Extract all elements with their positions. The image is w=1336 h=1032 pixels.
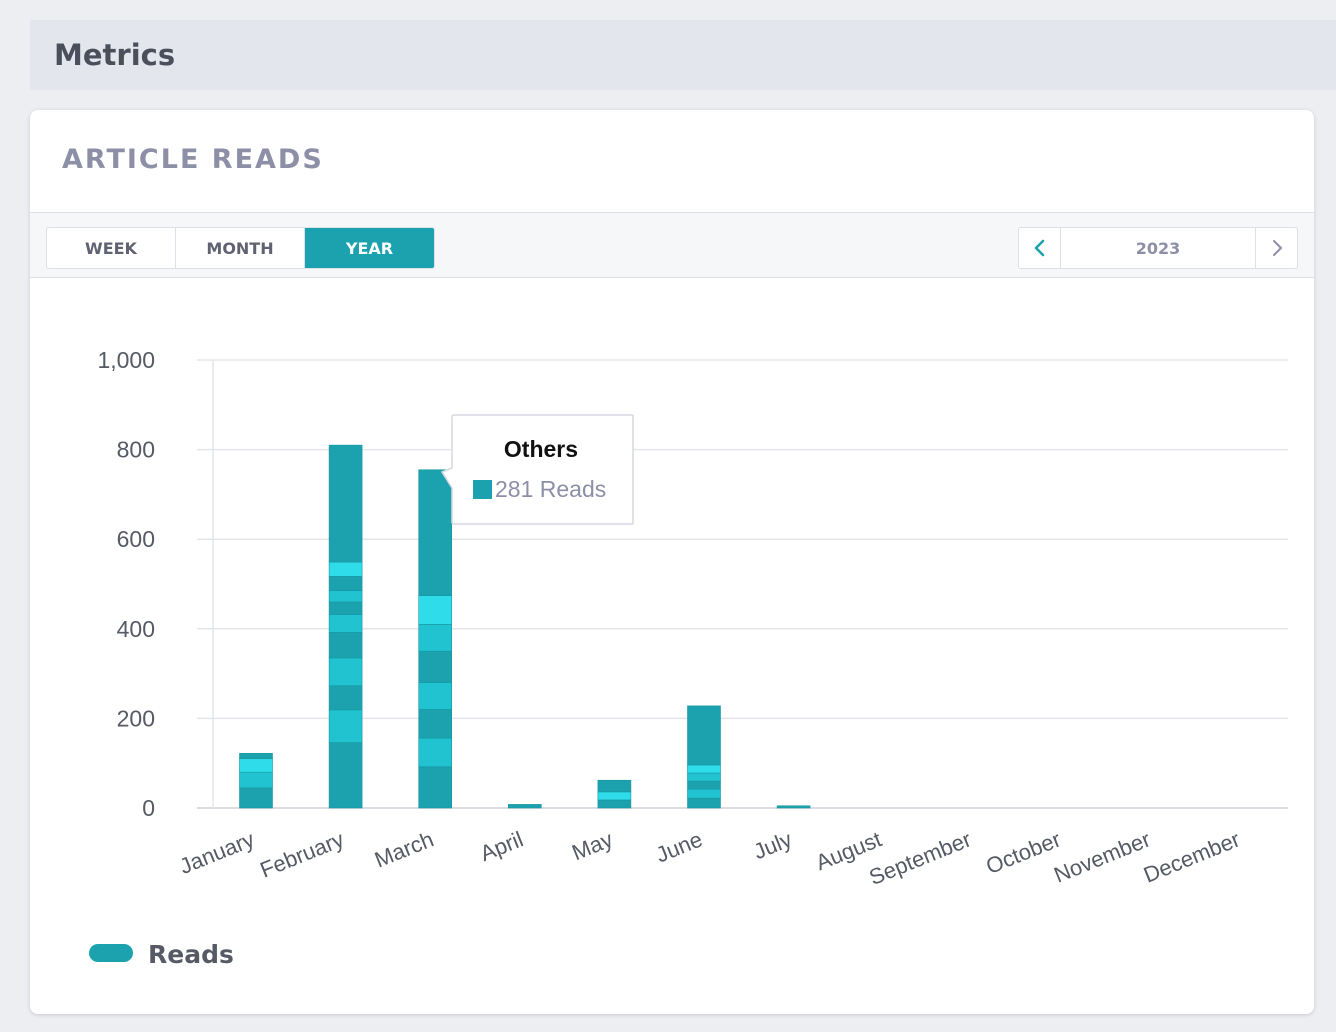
bar-segment[interactable] <box>239 753 273 760</box>
x-tick-label: December <box>1140 826 1243 887</box>
x-tick-label: May <box>568 826 616 865</box>
bar-segment[interactable] <box>418 595 453 625</box>
x-tick-label: November <box>1050 826 1153 887</box>
bar-segment[interactable] <box>418 469 453 596</box>
prev-year-button[interactable] <box>1019 228 1061 268</box>
legend-label-reads[interactable]: Reads <box>148 940 234 969</box>
bar-segment[interactable] <box>597 779 632 793</box>
bar-january[interactable] <box>239 753 273 809</box>
y-axis-ticks: 0 200 400 600 800 1,000 <box>97 347 155 821</box>
bar-segment[interactable] <box>687 764 721 774</box>
bar-segment[interactable] <box>776 805 811 809</box>
period-switcher: WEEK MONTH YEAR <box>46 227 435 269</box>
page-title: Metrics <box>54 38 176 72</box>
y-tick-label: 800 <box>117 437 155 463</box>
bar-segment[interactable] <box>597 799 632 809</box>
page-header: Metrics <box>30 20 1336 90</box>
bar-july[interactable] <box>776 805 811 809</box>
x-tick-label: February <box>256 826 347 882</box>
bar-march[interactable] <box>418 469 453 809</box>
bar-segment[interactable] <box>597 791 632 801</box>
y-tick-label: 1,000 <box>97 347 155 373</box>
y-tick-label: 0 <box>142 795 155 821</box>
chevron-right-icon <box>1272 240 1282 256</box>
bar-segment[interactable] <box>687 797 721 809</box>
bar-segment[interactable] <box>418 624 453 652</box>
x-tick-label: June <box>652 826 706 867</box>
bar-segment[interactable] <box>418 709 453 739</box>
y-tick-label: 600 <box>117 526 155 552</box>
article-reads-card: ARTICLE READS WEEK MONTH YEAR 2023 0 200 4… <box>30 110 1314 1014</box>
x-tick-label: March <box>371 826 437 872</box>
bar-segment[interactable] <box>328 590 363 603</box>
tab-month[interactable]: MONTH <box>176 228 305 268</box>
chevron-left-icon <box>1034 239 1044 257</box>
bar-segment[interactable] <box>418 766 453 809</box>
bar-segment[interactable] <box>328 685 363 711</box>
chart-tooltip: Others 281 Reads <box>440 414 634 525</box>
bar-segment[interactable] <box>239 787 273 809</box>
grid-layer <box>197 359 1288 809</box>
x-tick-label: April <box>476 826 526 866</box>
bar-segment[interactable] <box>687 788 721 799</box>
x-tick-label: October <box>982 826 1064 878</box>
bar-segment[interactable] <box>687 772 721 782</box>
year-label: 2023 <box>1135 238 1181 258</box>
bar-june[interactable] <box>687 705 721 809</box>
y-tick-label: 200 <box>117 705 155 731</box>
bar-segment[interactable] <box>328 601 363 615</box>
legend-swatch-reads[interactable] <box>89 944 133 962</box>
bar-segment[interactable] <box>418 737 453 768</box>
bar-segment[interactable] <box>328 709 363 743</box>
bar-segment[interactable] <box>328 632 363 659</box>
bar-segment[interactable] <box>687 780 721 790</box>
card-title: ARTICLE READS <box>62 144 324 175</box>
bar-segment[interactable] <box>328 742 363 809</box>
bar-segment[interactable] <box>418 650 453 683</box>
legend: Reads <box>89 940 234 969</box>
bar-segment[interactable] <box>328 657 363 686</box>
bar-segment[interactable] <box>328 576 363 592</box>
bar-segment[interactable] <box>328 561 363 577</box>
bar-segment[interactable] <box>328 444 363 563</box>
bar-segment[interactable] <box>328 614 363 633</box>
tooltip-value: 281 Reads <box>495 476 606 502</box>
bar-segment[interactable] <box>507 804 542 809</box>
bar-segment[interactable] <box>687 705 721 766</box>
chart-toolbar: WEEK MONTH YEAR 2023 <box>30 212 1314 278</box>
x-tick-label: July <box>750 826 796 864</box>
bar-may[interactable] <box>597 779 632 809</box>
tab-week[interactable]: WEEK <box>47 228 176 268</box>
x-tick-label: September <box>866 826 975 889</box>
x-tick-label: January <box>176 826 258 879</box>
year-navigator: 2023 <box>1018 227 1298 269</box>
next-year-button[interactable] <box>1255 228 1297 268</box>
bars-layer <box>239 444 811 809</box>
tab-year[interactable]: YEAR <box>305 228 434 268</box>
bar-segment[interactable] <box>418 682 453 710</box>
tooltip-title: Others <box>504 436 578 462</box>
bar-april[interactable] <box>507 804 542 809</box>
y-tick-label: 400 <box>117 616 155 642</box>
bar-segment[interactable] <box>239 758 273 773</box>
tooltip-box <box>440 414 634 525</box>
bar-segment[interactable] <box>239 771 273 789</box>
tooltip-swatch <box>473 480 492 499</box>
bar-february[interactable] <box>328 444 363 809</box>
